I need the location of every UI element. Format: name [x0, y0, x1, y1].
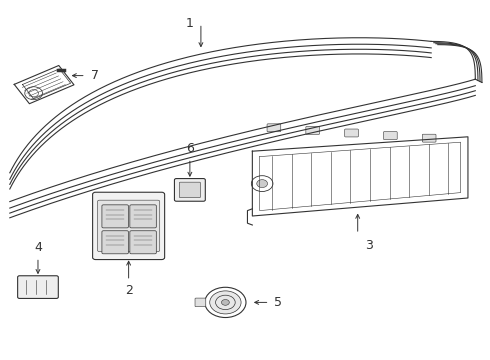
- Text: 3: 3: [365, 239, 373, 252]
- Circle shape: [257, 180, 268, 188]
- FancyBboxPatch shape: [102, 205, 128, 228]
- Text: 1: 1: [186, 17, 194, 30]
- Text: 6: 6: [186, 142, 194, 155]
- FancyBboxPatch shape: [102, 231, 128, 254]
- FancyBboxPatch shape: [267, 124, 281, 132]
- Text: 4: 4: [34, 241, 42, 254]
- FancyBboxPatch shape: [174, 179, 205, 201]
- Text: 5: 5: [274, 296, 282, 309]
- FancyBboxPatch shape: [384, 132, 397, 140]
- FancyBboxPatch shape: [179, 182, 200, 198]
- FancyBboxPatch shape: [130, 231, 156, 254]
- FancyBboxPatch shape: [306, 126, 319, 134]
- FancyBboxPatch shape: [18, 276, 58, 298]
- FancyBboxPatch shape: [98, 200, 160, 252]
- FancyBboxPatch shape: [344, 129, 358, 137]
- Circle shape: [210, 291, 241, 314]
- Text: 2: 2: [124, 284, 133, 297]
- FancyBboxPatch shape: [195, 298, 206, 307]
- Text: 7: 7: [91, 69, 98, 82]
- FancyBboxPatch shape: [93, 192, 165, 260]
- Circle shape: [221, 300, 229, 305]
- FancyBboxPatch shape: [422, 134, 436, 142]
- FancyBboxPatch shape: [130, 205, 156, 228]
